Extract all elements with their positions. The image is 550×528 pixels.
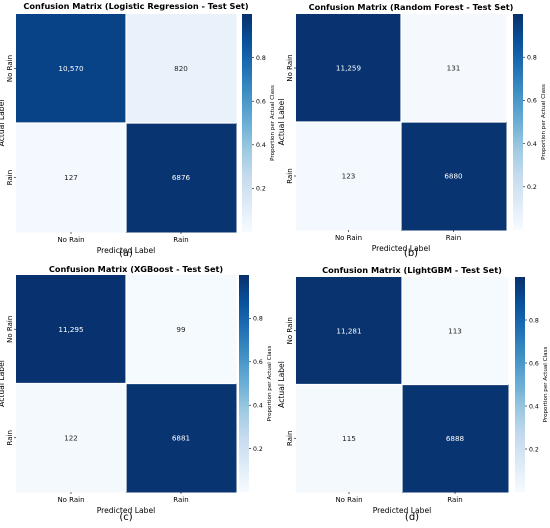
- colorbar-tick-label: 0.6: [529, 360, 539, 367]
- colorbar-tick-label: 0.2: [253, 446, 263, 453]
- cell-value-label: 6880: [444, 172, 463, 181]
- colorbar-tick-label: 0.8: [529, 317, 539, 324]
- x-tick-label: Rain: [173, 236, 188, 244]
- colorbar-tick-label: 0.4: [256, 142, 266, 149]
- panel-caption: (b): [404, 248, 418, 259]
- y-axis-label: Actual Label: [0, 360, 6, 407]
- cell-value-label: 6876: [172, 173, 191, 182]
- y-axis-label: Actual Label: [0, 100, 6, 147]
- cell-value-label: 11,281: [336, 326, 361, 335]
- colorbar-tick-label: 0.6: [256, 99, 266, 106]
- panel-4: Confusion Matrix (LightGBM - Test Set) 11…: [277, 265, 549, 523]
- x-tick-label: No Rain: [335, 496, 362, 504]
- colorbar-tick-label: 0.8: [527, 55, 537, 62]
- colorbar-label: Proportion per Actual Class: [270, 85, 276, 161]
- cell-value-label: 127: [64, 173, 78, 182]
- heatmap-cell: [16, 275, 127, 384]
- colorbar-label: Proportion per Actual Class: [541, 84, 547, 160]
- cell-value-label: 115: [342, 434, 356, 443]
- cell-value-label: 131: [447, 64, 461, 73]
- heatmap-cell: [296, 277, 403, 385]
- colorbar-tick-label: 0.6: [253, 359, 263, 366]
- heatmap-cell: [402, 277, 509, 385]
- heatmap-cell: [402, 384, 509, 493]
- heatmap-cell: [296, 384, 403, 493]
- cell-value-label: 10,570: [58, 64, 84, 73]
- x-tick-label: Rain: [446, 234, 461, 242]
- colorbar-label: Proportion per Actual Class: [267, 346, 273, 422]
- y-axis-label: Actual Label: [277, 99, 286, 146]
- y-tick-label: Rain: [286, 431, 294, 446]
- colorbar: [515, 277, 525, 492]
- colorbar-tick-label: 0.2: [527, 184, 537, 191]
- y-tick-label: Rain: [286, 168, 294, 183]
- x-axis-label: Predicted Label: [373, 506, 432, 515]
- x-axis-label: Predicted Label: [97, 246, 156, 255]
- heatmap-cell: [296, 122, 402, 231]
- colorbar-label: Proportion per Actual Class: [543, 347, 549, 423]
- cell-value-label: 6888: [446, 434, 465, 443]
- colorbar-tick-label: 0.4: [529, 403, 539, 410]
- colorbar: [239, 275, 249, 492]
- x-tick-label: No Rain: [57, 236, 84, 244]
- heatmap-cell: [296, 14, 402, 123]
- panel-caption: (a): [119, 248, 133, 259]
- colorbar: [513, 14, 523, 230]
- cell-value-label: 122: [64, 433, 78, 442]
- cell-value-label: 820: [174, 64, 188, 73]
- y-tick-label: No Rain: [286, 54, 294, 81]
- heatmap-cell: [126, 123, 237, 233]
- colorbar: [242, 14, 252, 232]
- colorbar-tick-label: 0.6: [527, 98, 537, 105]
- heatmap-cell: [126, 383, 237, 493]
- panel-title: Confusion Matrix (LightGBM - Test Set): [322, 265, 502, 275]
- cell-value-label: 113: [448, 326, 462, 335]
- heatmap-cell: [401, 122, 507, 231]
- colorbar-tick-label: 0.4: [527, 141, 537, 148]
- heatmap-cell: [16, 383, 127, 493]
- y-axis-label: Actual Label: [277, 361, 286, 408]
- heatmap-cell: [16, 123, 127, 233]
- heatmap-cell: [16, 14, 127, 124]
- cell-value-label: 6881: [172, 433, 190, 442]
- colorbar-tick-label: 0.2: [256, 186, 266, 193]
- y-tick-label: No Rain: [6, 316, 14, 343]
- y-tick-label: Rain: [6, 430, 14, 445]
- x-tick-label: Rain: [447, 496, 462, 504]
- panel-1: Confusion Matrix (Logistic Regression - …: [0, 1, 276, 259]
- panel-caption: (d): [405, 512, 419, 523]
- heatmap-cell: [401, 14, 507, 123]
- colorbar-tick-label: 0.2: [529, 446, 539, 453]
- colorbar-tick-label: 0.4: [253, 403, 263, 410]
- x-axis-label: Predicted Label: [97, 506, 156, 515]
- panel-caption: (c): [119, 512, 132, 523]
- cell-value-label: 11,295: [58, 325, 83, 334]
- heatmap-cell: [126, 275, 237, 384]
- panel-title: Confusion Matrix (Logistic Regression - …: [23, 1, 248, 11]
- colorbar-tick-label: 0.8: [253, 316, 263, 323]
- x-axis-label: Predicted Label: [372, 244, 431, 253]
- panel-title: Confusion Matrix (Random Forest - Test S…: [309, 2, 514, 12]
- y-tick-label: No Rain: [286, 317, 294, 344]
- panel-title: Confusion Matrix (XGBoost - Test Set): [49, 264, 224, 274]
- y-tick-label: No Rain: [6, 55, 14, 82]
- x-tick-label: No Rain: [335, 234, 362, 242]
- panel-2: Confusion Matrix (Random Forest - Test S…: [277, 2, 547, 259]
- x-tick-label: Rain: [173, 496, 188, 504]
- cell-value-label: 123: [342, 172, 356, 181]
- panel-3: Confusion Matrix (XGBoost - Test Set) 11,…: [0, 264, 273, 523]
- colorbar-tick-label: 0.8: [256, 55, 266, 62]
- y-tick-label: Rain: [6, 170, 14, 185]
- cell-value-label: 99: [176, 325, 186, 334]
- heatmap-cell: [126, 14, 237, 124]
- x-tick-label: No Rain: [57, 496, 84, 504]
- cell-value-label: 11,259: [336, 64, 362, 73]
